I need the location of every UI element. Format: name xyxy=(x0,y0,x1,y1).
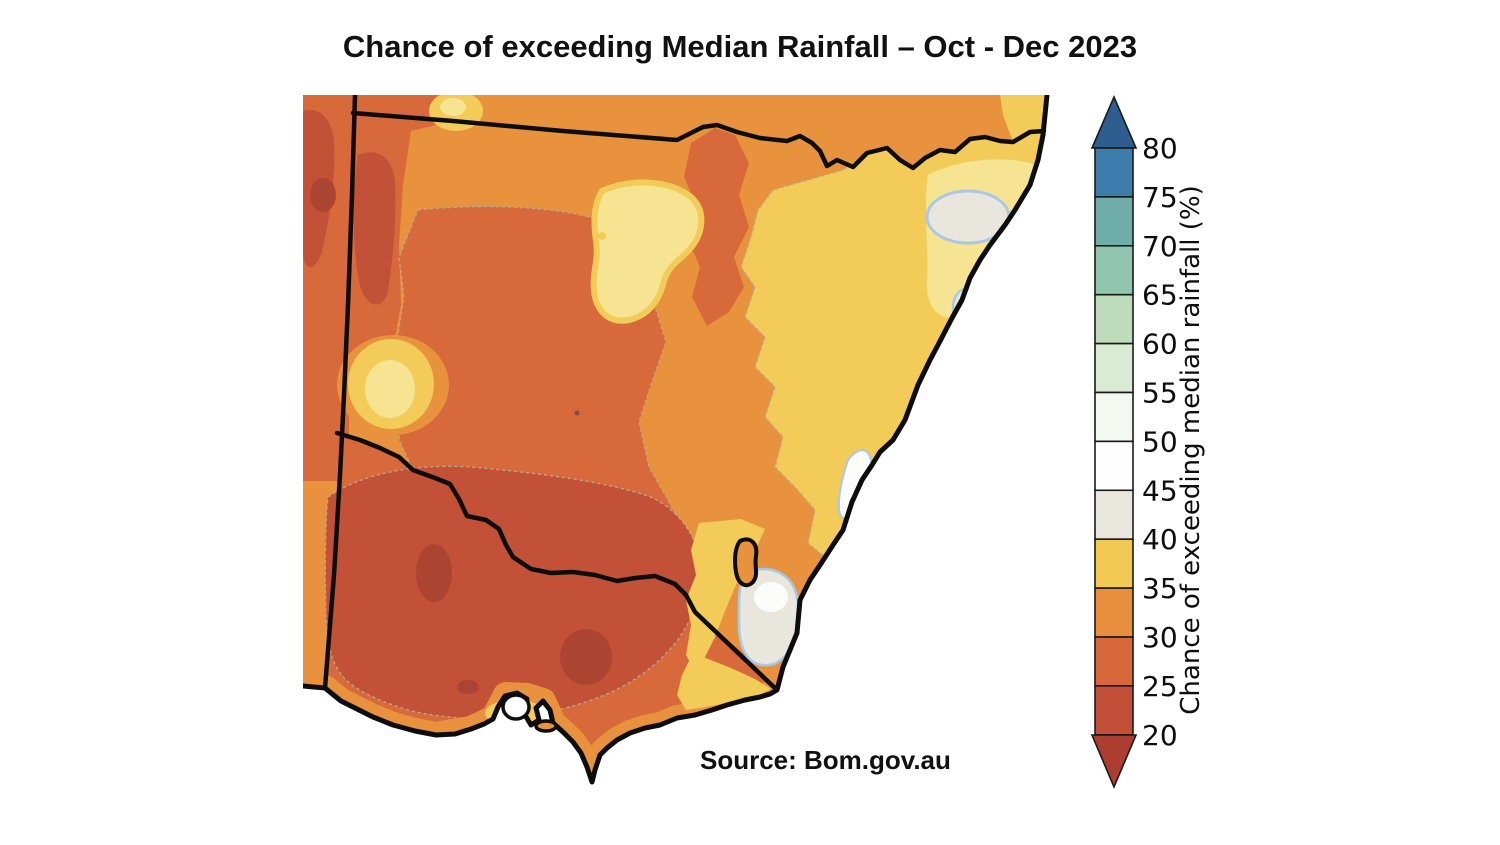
map-coastal-lake-outline xyxy=(733,537,759,588)
map-coastline xyxy=(303,95,1050,785)
legend-tick-label: 80 xyxy=(1142,132,1178,165)
map-band-below-20-vic-spot-1 xyxy=(416,544,452,602)
legend-tick-label: 45 xyxy=(1142,474,1178,507)
legend-segment-60-65 xyxy=(1094,293,1134,345)
legend-tick-label: 70 xyxy=(1142,230,1178,263)
map-phillip-island xyxy=(534,719,558,733)
map-band-below-20-nw-spot xyxy=(310,178,336,212)
legend-tick-label: 55 xyxy=(1142,377,1178,410)
map-border-nsw-vic xyxy=(334,430,780,693)
map-band-40-45-ring-core xyxy=(365,360,415,418)
map-band-25-30-column xyxy=(684,128,749,326)
legend-tick-label: 20 xyxy=(1142,719,1178,752)
legend-tick-label: 50 xyxy=(1142,425,1178,458)
legend-tick-label: 25 xyxy=(1142,670,1178,703)
legend-tick-label: 30 xyxy=(1142,621,1178,654)
map-port-phillip-bay xyxy=(501,693,531,721)
map-band-below-20-vic-spot-3 xyxy=(457,680,479,694)
legend-segment-40-45 xyxy=(1094,489,1134,540)
map-band-35-40-se-vic xyxy=(677,653,771,710)
map-speck xyxy=(574,410,580,416)
legend-arrow-above-80 xyxy=(1090,94,1138,149)
legend-segment-75-80 xyxy=(1094,147,1134,198)
legend-tick-label: 60 xyxy=(1142,328,1178,361)
legend-tick-label: 75 xyxy=(1142,181,1178,214)
legend-segment-30-35 xyxy=(1094,587,1134,638)
legend-axis-label: Chance of exceeding median rainfall (%) xyxy=(1176,185,1206,715)
legend-segment-35-40 xyxy=(1094,538,1134,589)
legend-segment-50-55 xyxy=(1094,391,1134,443)
colorbar-legend: 80 75 70 65 60 55 50 45 40 35 30 25 20 C… xyxy=(1090,94,1206,790)
legend-segment-25-30 xyxy=(1094,636,1134,687)
map-filled-regions xyxy=(303,95,1047,782)
source-credit: Source: Bom.gov.au xyxy=(700,745,951,775)
legend-tick-label: 35 xyxy=(1142,572,1178,605)
legend-arrow-below-20 xyxy=(1090,734,1138,790)
map-band-45-50-se-white xyxy=(754,582,788,612)
map-band-20-25-nw-east xyxy=(353,152,396,305)
legend-tick-label: 40 xyxy=(1142,523,1178,556)
legend-segment-65-70 xyxy=(1094,245,1134,296)
map-border-qld-nsw xyxy=(350,110,1047,171)
legend-tick-label: 65 xyxy=(1142,279,1178,312)
legend-segment-55-60 xyxy=(1094,342,1134,394)
legend-segment-45-50 xyxy=(1094,440,1134,492)
map-band-40-45-top-blob-core xyxy=(440,98,466,116)
legend-segment-20-25 xyxy=(1094,685,1134,736)
map-band-below-20-vic-spot-2 xyxy=(560,629,612,685)
legend-segment-70-75 xyxy=(1094,196,1134,247)
rainfall-map xyxy=(303,95,1050,785)
map-band-40-45-north-blob xyxy=(590,179,705,324)
map-band-35-40-dot xyxy=(598,232,606,240)
chart-title: Chance of exceeding Median Rainfall – Oc… xyxy=(342,29,1138,64)
